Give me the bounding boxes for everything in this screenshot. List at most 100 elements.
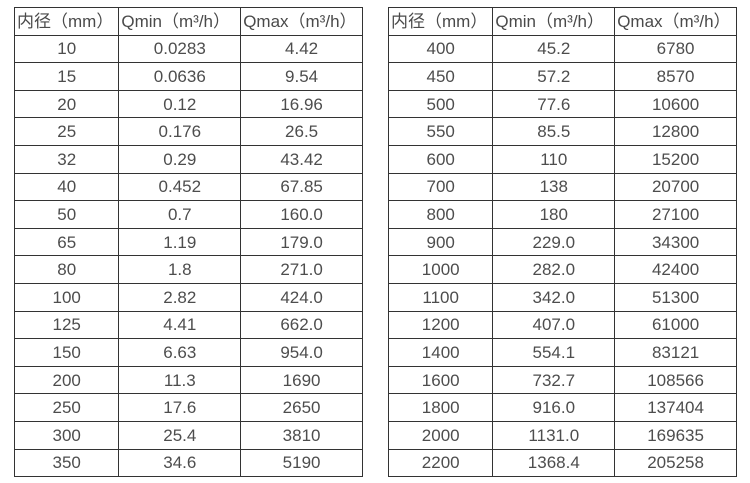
- table-cell: 500: [387, 89, 494, 119]
- table-row: 1600 732.7 108566: [387, 365, 737, 395]
- table-cell: 34.6: [118, 448, 242, 478]
- table-cell: 50: [13, 200, 120, 229]
- table-row: 15 0.0636 9.54: [13, 62, 363, 91]
- table-cell: 300: [13, 420, 120, 450]
- table-cell: 1368.4: [492, 448, 616, 478]
- table-row: 1000 282.0 42400: [387, 255, 737, 284]
- table-cell: 0.7: [118, 200, 242, 229]
- table-row: 20 0.12 16.96: [13, 89, 363, 119]
- table-row: 100 2.82 424.0: [13, 282, 363, 312]
- table-row: 40 0.452 67.85: [13, 172, 363, 202]
- table-cell: 0.0283: [118, 34, 242, 64]
- table-cell: 179.0: [240, 227, 363, 257]
- table-cell: 10600: [614, 89, 737, 119]
- table-cell: 11.3: [118, 365, 242, 395]
- table-cell: 554.1: [492, 338, 616, 367]
- table-row: 400 45.2 6780: [387, 34, 737, 64]
- table-row: 65 1.19 179.0: [13, 227, 363, 257]
- table-cell: 4.41: [118, 310, 242, 340]
- table-row: 500 77.6 10600: [387, 89, 737, 119]
- table-row: 800 180 27100: [387, 200, 737, 229]
- table-cell: 1400: [387, 338, 494, 367]
- table-cell: 65: [13, 227, 120, 257]
- table-cell: 0.452: [118, 172, 242, 202]
- table-cell: 282.0: [492, 255, 616, 284]
- table-cell: 80: [13, 255, 120, 284]
- table-cell: 17.6: [118, 393, 242, 422]
- table-cell: 662.0: [240, 310, 363, 340]
- table-cell: 732.7: [492, 365, 616, 395]
- table-cell: 108566: [614, 365, 737, 395]
- table-cell: 150: [13, 338, 120, 367]
- table-cell: 34300: [614, 227, 737, 257]
- table-cell: 342.0: [492, 282, 616, 312]
- table-cell: 15200: [614, 144, 737, 174]
- table-cell: 1690: [240, 365, 363, 395]
- table-cell: 42400: [614, 255, 737, 284]
- table-cell: 6780: [614, 34, 737, 64]
- table-cell: 26.5: [240, 117, 363, 146]
- table-cell: 350: [13, 448, 120, 478]
- table-cell: 57.2: [492, 62, 616, 91]
- table-cell: 169635: [614, 420, 737, 450]
- table-cell: 1100: [387, 282, 494, 312]
- table-cell: 250: [13, 393, 120, 422]
- table-cell: 4.42: [240, 34, 363, 64]
- column-header: Qmin（m³/h）: [118, 7, 242, 36]
- column-header: Qmax（m³/h）: [240, 7, 363, 36]
- table-row: 125 4.41 662.0: [13, 310, 363, 340]
- table-cell: 400: [387, 34, 494, 64]
- table-cell: 8570: [614, 62, 737, 91]
- table-cell: 450: [387, 62, 494, 91]
- table-row: 80 1.8 271.0: [13, 255, 363, 284]
- table-cell: 1600: [387, 365, 494, 395]
- table-cell: 20700: [614, 172, 737, 202]
- table-row: 900 229.0 34300: [387, 227, 737, 257]
- column-header: Qmin（m³/h）: [492, 7, 616, 36]
- table-cell: 15: [13, 62, 120, 91]
- table-cell: 205258: [614, 448, 737, 478]
- table-row: 700 138 20700: [387, 172, 737, 202]
- table-cell: 1000: [387, 255, 494, 284]
- table-cell: 25: [13, 117, 120, 146]
- table-row: 1800 916.0 137404: [387, 393, 737, 422]
- table-cell: 25.4: [118, 420, 242, 450]
- table-cell: 700: [387, 172, 494, 202]
- header-row: 内径（mm） Qmin（m³/h） Qmax（m³/h）: [387, 7, 737, 36]
- table-cell: 0.12: [118, 89, 242, 119]
- table-cell: 1.8: [118, 255, 242, 284]
- table-cell: 83121: [614, 338, 737, 367]
- table-row: 200 11.3 1690: [13, 365, 363, 395]
- table-row: 600 110 15200: [387, 144, 737, 174]
- table-cell: 110: [492, 144, 616, 174]
- column-header: 内径（mm）: [13, 7, 120, 36]
- table-row: 2200 1368.4 205258: [387, 448, 737, 478]
- table-row: 350 34.6 5190: [13, 448, 363, 478]
- table-row: 1400 554.1 83121: [387, 338, 737, 367]
- table-row: 1100 342.0 51300: [387, 282, 737, 312]
- table-cell: 100: [13, 282, 120, 312]
- table-cell: 2650: [240, 393, 363, 422]
- table-cell: 550: [387, 117, 494, 146]
- table-cell: 77.6: [492, 89, 616, 119]
- table-cell: 67.85: [240, 172, 363, 202]
- table-row: 10 0.0283 4.42: [13, 34, 363, 64]
- table-cell: 20: [13, 89, 120, 119]
- spec-table-small-diameters: 内径（mm） Qmin（m³/h） Qmax（m³/h） 10 0.0283 4.42 15…: [13, 7, 363, 478]
- table-cell: 160.0: [240, 200, 363, 229]
- table-cell: 2.82: [118, 282, 242, 312]
- table-cell: 229.0: [492, 227, 616, 257]
- table-cell: 0.0636: [118, 62, 242, 91]
- table-row: 32 0.29 43.42: [13, 144, 363, 174]
- table-cell: 43.42: [240, 144, 363, 174]
- table-cell: 3810: [240, 420, 363, 450]
- column-header: Qmax（m³/h）: [614, 7, 737, 36]
- table-cell: 10: [13, 34, 120, 64]
- table-cell: 407.0: [492, 310, 616, 340]
- table-cell: 900: [387, 227, 494, 257]
- table-cell: 27100: [614, 200, 737, 229]
- table-cell: 0.176: [118, 117, 242, 146]
- table-cell: 0.29: [118, 144, 242, 174]
- table-cell: 180: [492, 200, 616, 229]
